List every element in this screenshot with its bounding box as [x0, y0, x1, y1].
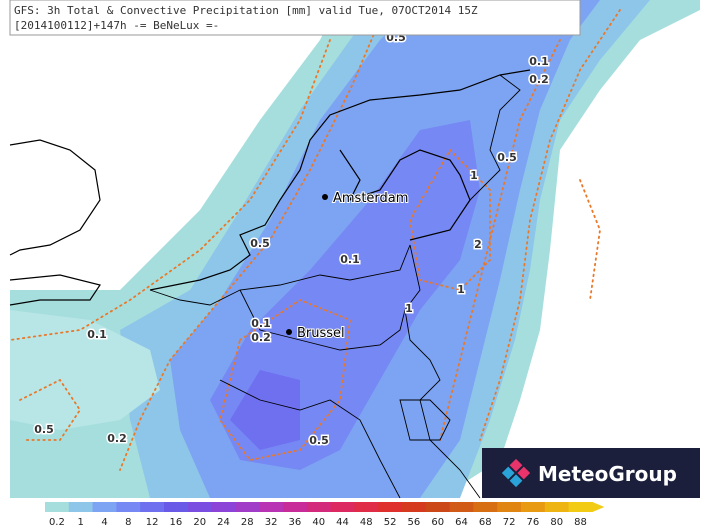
coastline [339, 149, 471, 241]
color-swatch [330, 502, 355, 512]
color-swatch [354, 502, 379, 512]
scale-label: 56 [408, 517, 421, 528]
contour-label: 0.2 [251, 331, 271, 344]
color-swatch [521, 502, 546, 512]
border [239, 289, 406, 351]
coastlines-borders [9, 69, 531, 499]
scale-label: 36 [289, 517, 302, 528]
coastline [149, 69, 531, 291]
scale-label: 68 [479, 517, 492, 528]
header-line: [2014100112]+147h -= BeNeLux =- [14, 19, 219, 32]
contours [9, 9, 621, 471]
contour-label: 0.2 [529, 73, 549, 86]
contour-line [579, 179, 601, 301]
scale-label: 16 [170, 517, 183, 528]
scale-label: 88 [574, 517, 587, 528]
contour-label: 2 [474, 238, 482, 251]
color-swatch [306, 502, 332, 512]
color-swatch [116, 502, 141, 512]
contour-label: 1 [405, 302, 413, 315]
contour-label: 0.5 [34, 423, 54, 436]
color-swatch [187, 502, 213, 512]
scale-label: 24 [217, 517, 230, 528]
color-scale: 0.2 1 4 8 12 16 20 24 28 32 36 40 44 48 52 56 60 64 68 72 76… [45, 502, 605, 528]
scale-label: 44 [336, 517, 349, 528]
scale-label: 80 [550, 517, 563, 528]
scale-label: 64 [455, 517, 468, 528]
city-dot [286, 329, 292, 335]
contour-label: 0.1 [529, 55, 549, 68]
header-line: GFS: 3h Total & Convective Precipitation… [14, 4, 478, 17]
coastline [9, 139, 101, 256]
color-swatch [211, 502, 236, 512]
city-dot [322, 194, 328, 200]
precip-band-12 [230, 370, 300, 450]
contour-line [119, 19, 381, 471]
color-swatch [259, 502, 284, 512]
contour-label: 0.2 [107, 432, 127, 445]
city-label: Brussel [297, 326, 345, 341]
contour-label: 1 [470, 169, 478, 182]
contour-line [479, 9, 621, 441]
contour-line [19, 378, 82, 441]
color-swatch [283, 502, 308, 512]
scale-label: 0.2 [49, 517, 65, 528]
header-box [9, 0, 581, 36]
scale-label: 1 [78, 517, 84, 528]
scale-label: 32 [265, 517, 278, 528]
contour-label: 0.1 [340, 253, 360, 266]
contour-label: 1 [457, 283, 465, 296]
cities: Amsterdam Brussel [286, 190, 409, 342]
logo-text: MeteoGroup [538, 462, 677, 486]
color-swatch [425, 502, 451, 512]
border [219, 379, 401, 499]
contour-label: 0.5 [250, 237, 270, 250]
scale-label: 60 [431, 517, 444, 528]
city-label: Amsterdam [333, 191, 408, 206]
precip-patch-0-2 [10, 310, 160, 430]
scale-label: 12 [146, 517, 159, 528]
color-swatch [497, 502, 522, 512]
contour-label: 0.1 [87, 328, 107, 341]
precipitation-field [10, 0, 700, 498]
scale-label: 48 [360, 517, 373, 528]
scale-label: 4 [101, 517, 107, 528]
border [404, 244, 481, 499]
contour-label: 0.5 [497, 151, 517, 164]
scale-label: 8 [125, 517, 131, 528]
color-swatch [378, 502, 403, 512]
color-swatch [568, 502, 593, 512]
border [149, 244, 411, 306]
color-swatch [164, 502, 189, 512]
color-swatch [449, 502, 474, 512]
color-swatch [473, 502, 498, 512]
color-swatch [140, 502, 165, 512]
color-swatch [544, 502, 570, 512]
coastline [9, 274, 101, 306]
color-swatch [235, 502, 260, 512]
scale-label: 40 [312, 517, 325, 528]
contour-label: 0.1 [251, 317, 271, 330]
color-swatch [68, 502, 94, 512]
contour-label: 0.5 [309, 434, 329, 447]
border [399, 399, 451, 441]
scale-arrow [592, 502, 605, 512]
color-swatch [402, 502, 427, 512]
scale-label: 72 [503, 517, 516, 528]
scale-label: 52 [384, 517, 397, 528]
contour-line [409, 148, 491, 291]
scale-label: 28 [241, 517, 254, 528]
color-swatch [92, 502, 117, 512]
color-swatch [45, 502, 70, 512]
scale-label: 76 [527, 517, 540, 528]
border [469, 74, 521, 201]
contour-line [219, 298, 351, 461]
scale-label: 20 [193, 517, 206, 528]
